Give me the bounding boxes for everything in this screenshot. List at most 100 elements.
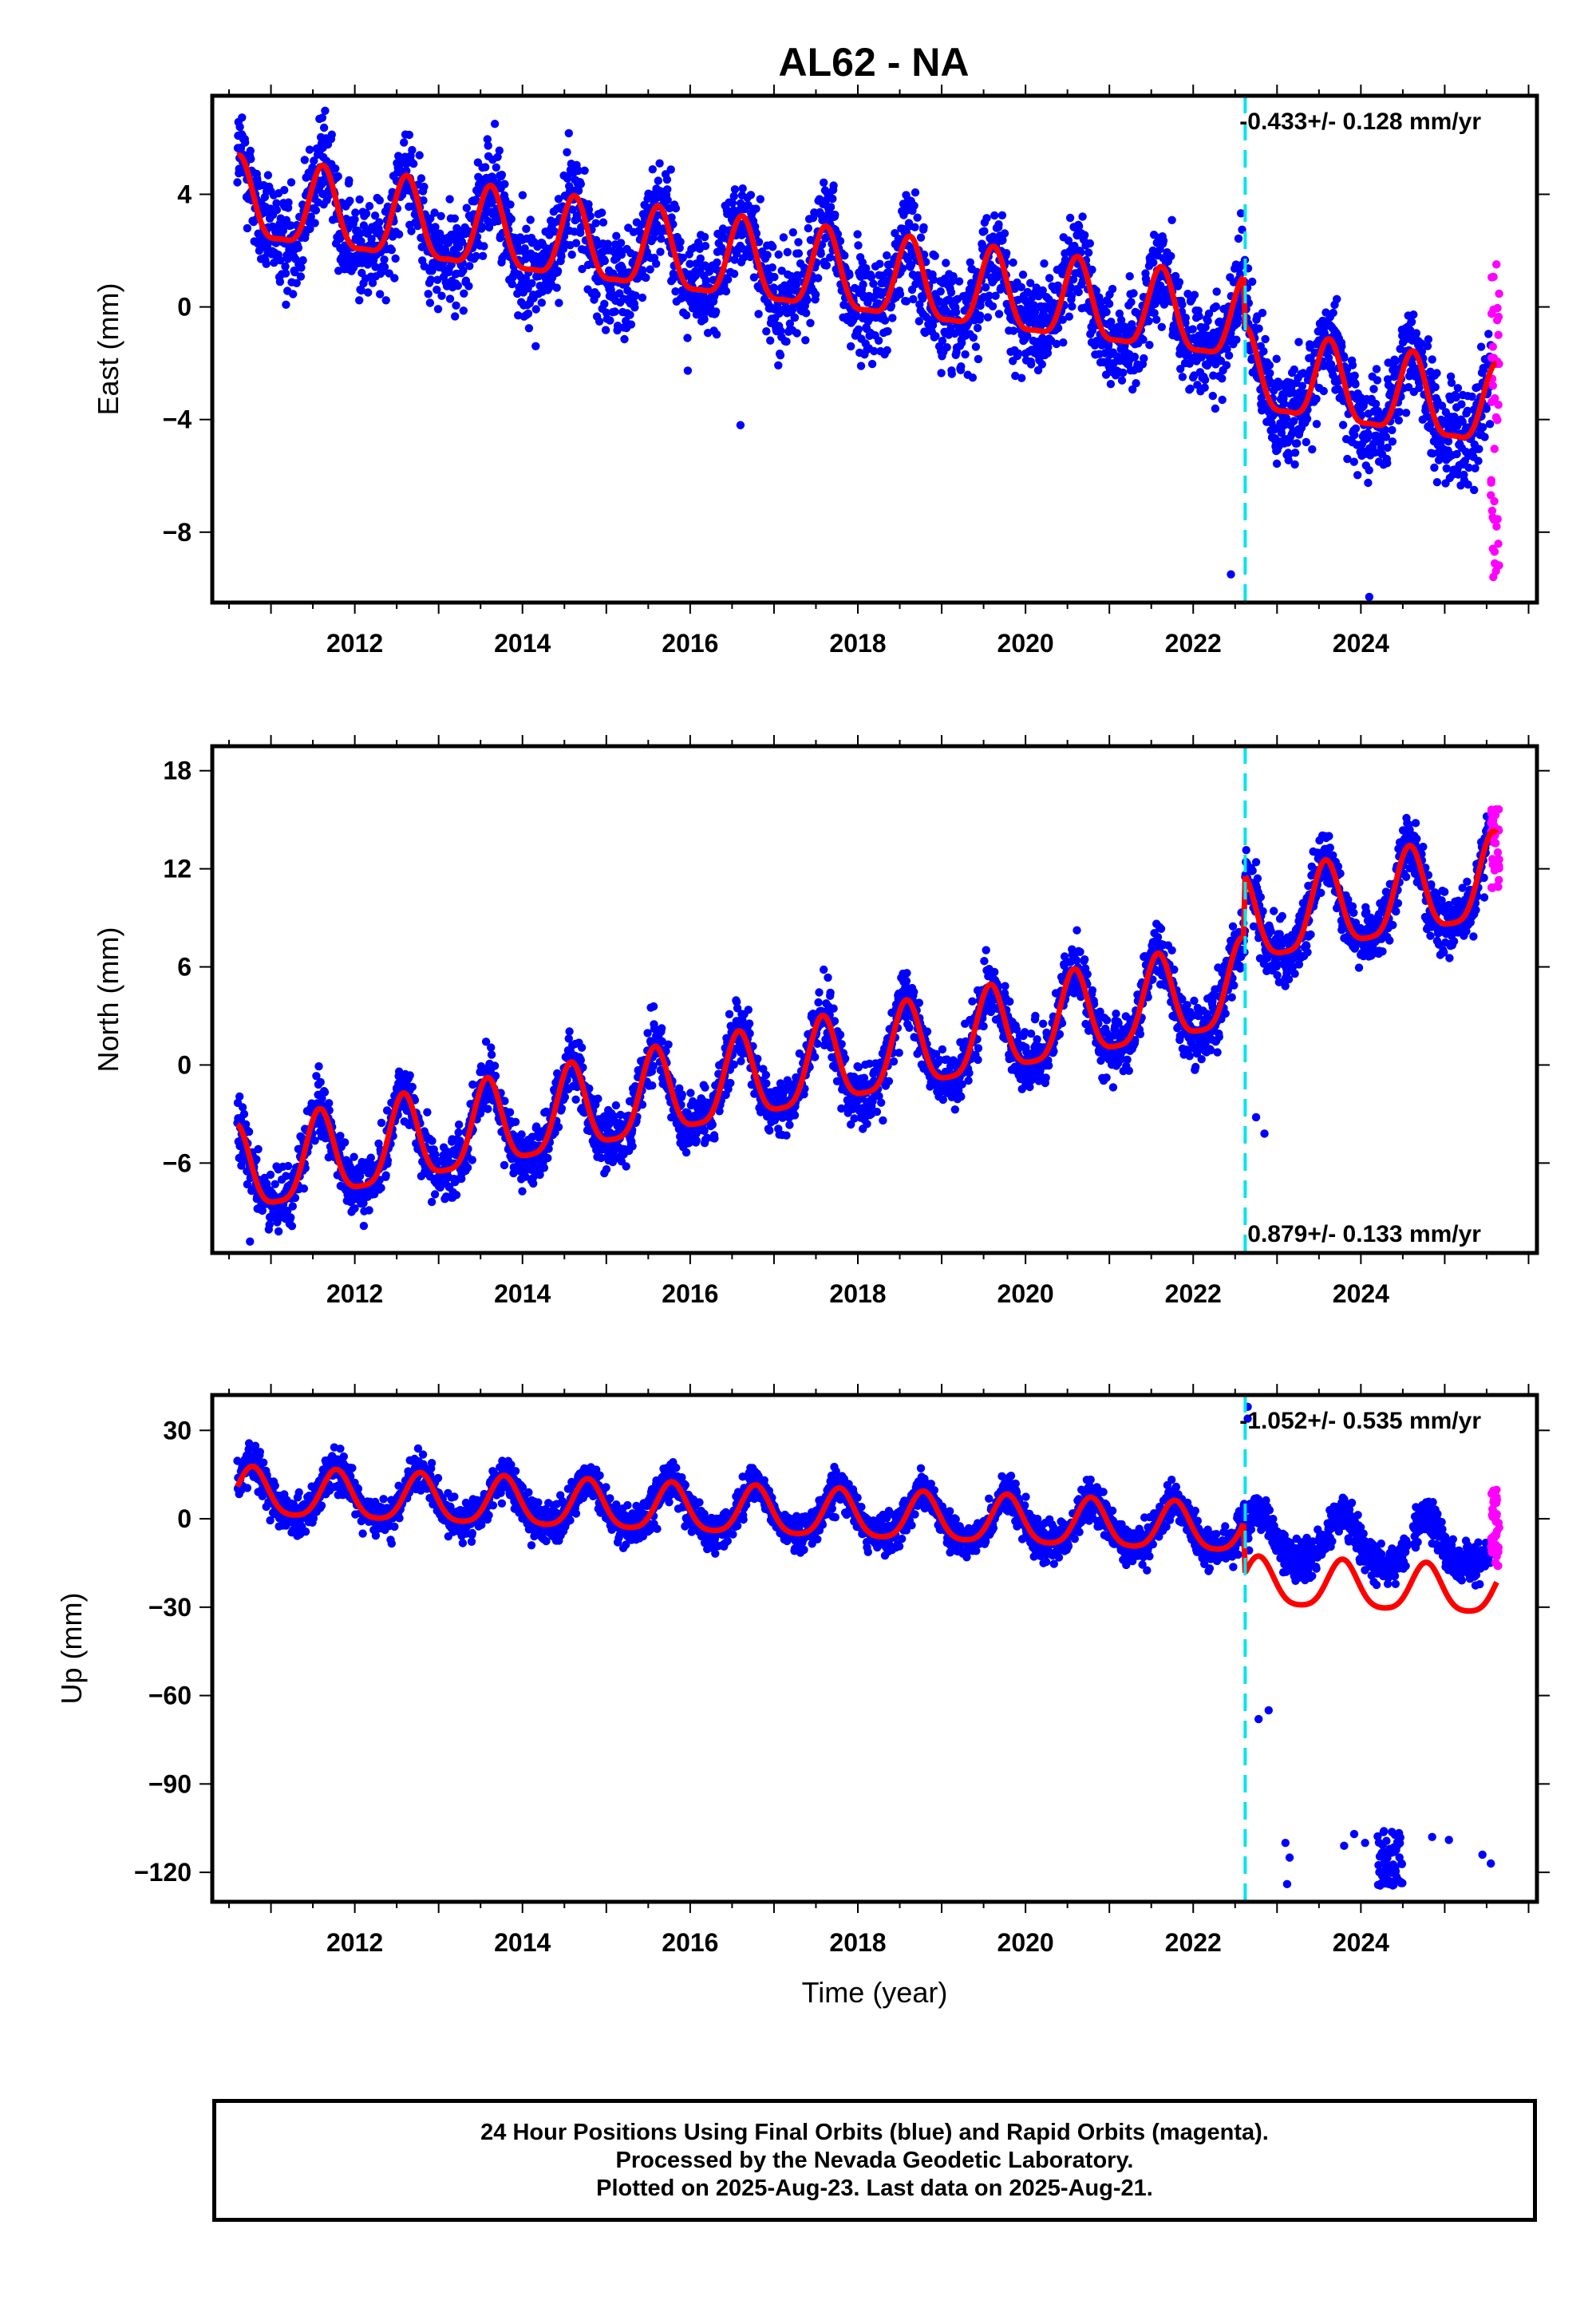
data-point <box>1033 366 1043 375</box>
data-point <box>888 314 897 322</box>
data-point <box>507 215 516 223</box>
data-point <box>631 291 640 300</box>
data-point <box>1149 258 1158 267</box>
data-point <box>310 219 319 227</box>
data-point <box>606 316 614 325</box>
data-point <box>1132 379 1140 388</box>
data-point <box>576 180 585 188</box>
data-point <box>289 290 298 298</box>
data-point <box>381 296 390 305</box>
data-point <box>487 1043 496 1052</box>
data-point <box>454 1120 464 1129</box>
data-point <box>1475 445 1483 453</box>
data-point <box>803 296 812 305</box>
data-point <box>1485 420 1495 429</box>
data-point <box>991 291 1000 300</box>
data-point <box>1372 365 1381 373</box>
data-point <box>1232 335 1241 344</box>
data-point <box>994 220 1003 229</box>
data-point <box>776 326 785 335</box>
data-point <box>985 291 994 300</box>
data-point <box>463 1163 472 1172</box>
data-point <box>1290 449 1300 457</box>
data-point <box>833 230 843 239</box>
data-point <box>942 259 950 267</box>
data-point <box>1495 561 1503 570</box>
data-point <box>453 281 462 290</box>
data-point <box>452 301 460 310</box>
data-point <box>648 1081 657 1090</box>
data-point <box>380 255 389 264</box>
data-point <box>1490 445 1499 453</box>
data-point <box>390 274 399 283</box>
data-point <box>1043 349 1053 358</box>
data-point <box>1053 281 1062 290</box>
data-point <box>826 253 835 262</box>
data-point <box>929 275 938 284</box>
data-point <box>445 195 454 204</box>
x-tick-label: 2016 <box>662 629 718 658</box>
data-point <box>280 186 289 195</box>
data-point <box>505 1108 515 1117</box>
data-point <box>288 1202 297 1211</box>
data-point <box>1364 478 1373 488</box>
data-point <box>1388 425 1396 435</box>
data-point <box>652 259 661 268</box>
data-point <box>662 175 672 184</box>
data-point <box>783 247 792 257</box>
data-point <box>281 262 290 271</box>
x-tick-label: 2018 <box>829 629 886 658</box>
data-point <box>622 1162 630 1171</box>
data-point <box>484 141 492 150</box>
data-point <box>1265 361 1274 370</box>
data-point <box>555 298 563 307</box>
data-point <box>1444 437 1453 446</box>
data-point <box>552 283 561 292</box>
data-point <box>966 258 975 267</box>
data-point <box>265 1220 274 1229</box>
data-point <box>746 191 756 200</box>
data-point <box>638 293 647 302</box>
data-point <box>472 251 480 261</box>
data-point <box>430 1190 440 1199</box>
data-point <box>433 285 441 294</box>
data-point <box>820 178 828 187</box>
data-point <box>685 259 694 268</box>
data-point <box>802 309 811 318</box>
data-point <box>701 276 710 285</box>
data-point <box>286 1213 295 1222</box>
data-point <box>840 251 849 260</box>
data-point <box>263 171 273 180</box>
data-point <box>367 235 376 243</box>
data-point <box>902 297 911 306</box>
x-tick-label: 2014 <box>494 629 551 658</box>
data-point <box>1391 357 1400 366</box>
data-point <box>768 263 776 272</box>
data-point <box>969 333 978 342</box>
data-point <box>1415 383 1424 393</box>
x-tick-label: 2024 <box>1333 629 1389 658</box>
data-point <box>299 1184 309 1193</box>
data-point <box>1108 284 1117 294</box>
data-point <box>478 223 487 231</box>
data-point <box>911 188 920 197</box>
y-tick-label: 4 <box>177 180 192 208</box>
data-point <box>490 120 500 128</box>
data-point <box>1000 229 1009 238</box>
data-point <box>1234 314 1242 322</box>
data-point <box>1432 369 1441 377</box>
data-point <box>1074 222 1084 231</box>
data-point <box>1064 236 1073 245</box>
data-point <box>355 296 364 305</box>
data-point <box>334 172 342 181</box>
data-point <box>1017 373 1026 382</box>
data-point <box>493 152 502 161</box>
data-point <box>490 1061 500 1070</box>
data-point <box>875 259 884 268</box>
data-point <box>777 267 786 275</box>
data-point <box>1190 290 1199 299</box>
data-point <box>729 269 739 279</box>
data-point <box>357 237 365 246</box>
data-point <box>1034 341 1044 350</box>
data-point <box>484 223 494 232</box>
